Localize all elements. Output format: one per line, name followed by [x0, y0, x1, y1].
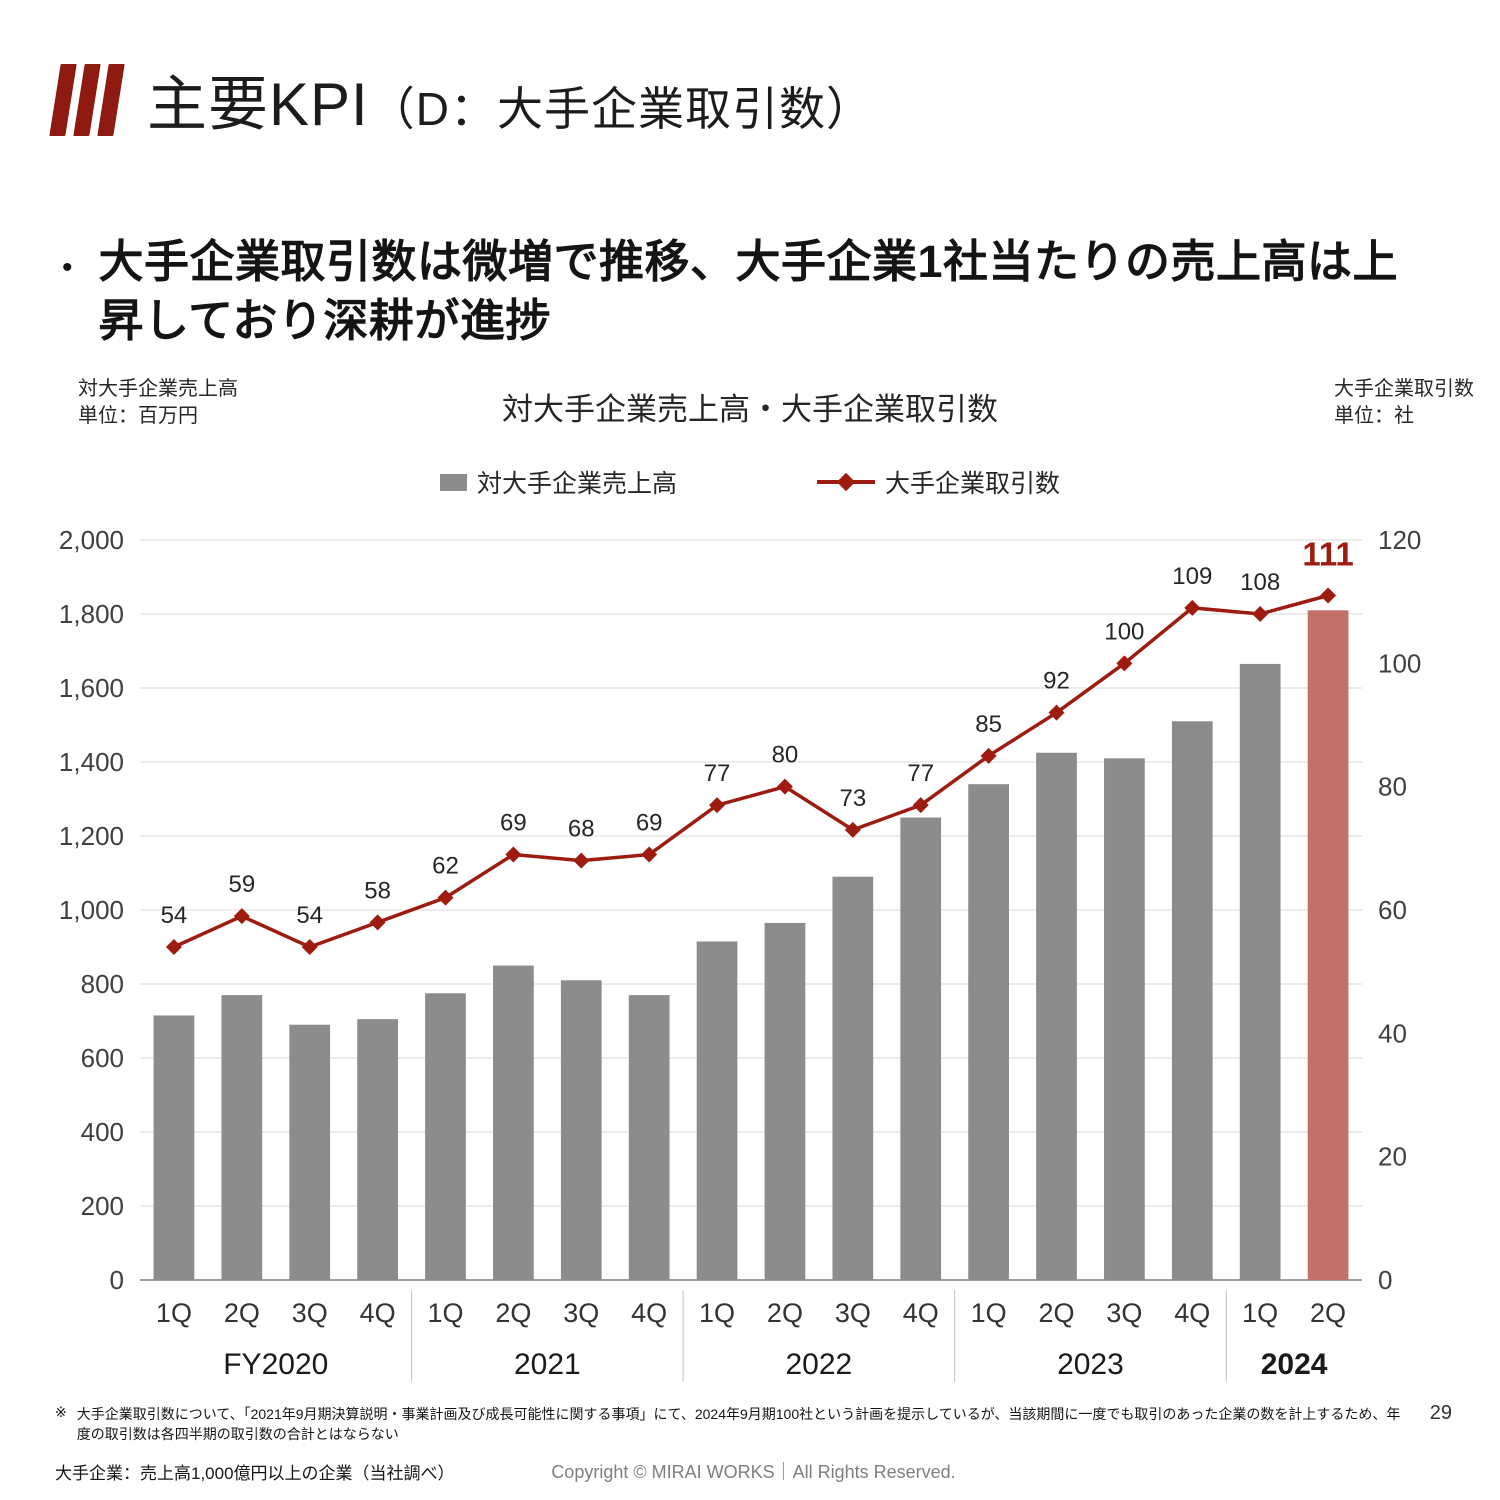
right-axis-unit: 単位：社 — [1334, 405, 1414, 427]
svg-text:80: 80 — [772, 742, 799, 769]
svg-text:2Q: 2Q — [1038, 1298, 1074, 1328]
summary-bullet: • 大手企業取引数は微増で推移、大手企業1社当たりの売上高は上昇しており深耕が進… — [0, 143, 1500, 350]
line-diamond-icon — [817, 472, 875, 492]
svg-text:54: 54 — [296, 902, 323, 929]
svg-text:60: 60 — [1378, 895, 1407, 925]
legend-item-revenue: 対大手企業売上高 — [439, 464, 677, 500]
svg-text:2023: 2023 — [1057, 1348, 1124, 1381]
svg-text:0: 0 — [110, 1265, 124, 1295]
footnote-2: 大手企業：売上高1,000億円以上の企業（当社調べ） — [55, 1464, 455, 1483]
left-axis-unit: 単位：百万円 — [78, 405, 198, 427]
svg-text:40: 40 — [1378, 1018, 1407, 1048]
footnote-1: ※ 大手企業取引数について、「2021年9月期決算説明・事業計画及び成長可能性に… — [55, 1404, 1452, 1444]
footer-row: 大手企業：売上高1,000億円以上の企業（当社調べ） Copyright © M… — [55, 1458, 1452, 1484]
svg-text:3Q: 3Q — [835, 1298, 871, 1328]
svg-text:2021: 2021 — [514, 1348, 581, 1381]
svg-text:2024: 2024 — [1261, 1348, 1328, 1381]
svg-text:120: 120 — [1378, 525, 1421, 555]
svg-text:68: 68 — [568, 816, 595, 843]
svg-text:80: 80 — [1378, 772, 1407, 802]
svg-text:73: 73 — [839, 785, 866, 812]
logo-bar-icon — [49, 63, 77, 136]
svg-text:1,600: 1,600 — [59, 673, 124, 703]
page-title-sub: （D：大手企業取引数） — [368, 83, 873, 135]
right-axis-unit-label: 大手企業取引数 単位：社 — [1334, 376, 1486, 430]
svg-text:2Q: 2Q — [767, 1298, 803, 1328]
svg-text:4Q: 4Q — [1174, 1298, 1210, 1328]
summary-text: 大手企業取引数は微増で推移、大手企業1社当たりの売上高は上昇しており深耕が進捗 — [98, 236, 1399, 346]
svg-text:600: 600 — [81, 1043, 124, 1073]
svg-text:1Q: 1Q — [699, 1298, 735, 1328]
svg-text:59: 59 — [228, 871, 255, 898]
svg-text:2,000: 2,000 — [59, 525, 124, 555]
svg-text:58: 58 — [364, 877, 391, 904]
svg-text:2Q: 2Q — [1310, 1298, 1346, 1328]
svg-text:400: 400 — [81, 1117, 124, 1147]
svg-text:1Q: 1Q — [971, 1298, 1007, 1328]
legend-item-transactions: 大手企業取引数 — [817, 464, 1060, 500]
svg-text:92: 92 — [1043, 668, 1070, 695]
kpi-combo-chart: 02004006008001,0001,2001,4001,6001,8002,… — [59, 525, 1421, 1382]
bar-swatch-icon — [439, 473, 467, 491]
svg-text:100: 100 — [1378, 648, 1421, 678]
svg-text:62: 62 — [432, 853, 459, 880]
svg-text:800: 800 — [81, 969, 124, 999]
svg-text:0: 0 — [1378, 1265, 1392, 1295]
logo-bar-icon — [97, 63, 125, 136]
chart-legend: 対大手企業売上高 大手企業取引数 — [0, 464, 1500, 500]
logo-bar-icon — [73, 63, 101, 136]
svg-text:2Q: 2Q — [495, 1298, 531, 1328]
svg-text:1,000: 1,000 — [59, 895, 124, 925]
svg-text:4Q: 4Q — [631, 1298, 667, 1328]
svg-text:20: 20 — [1378, 1142, 1407, 1172]
footnote-marker: ※ — [55, 1404, 67, 1420]
svg-text:1,400: 1,400 — [59, 747, 124, 777]
svg-text:1,200: 1,200 — [59, 821, 124, 851]
bullet-icon: • — [62, 251, 73, 284]
legend-label-transactions: 大手企業取引数 — [885, 470, 1061, 498]
slide-footer: ※ 大手企業取引数について、「2021年9月期決算説明・事業計画及び成長可能性に… — [55, 1402, 1452, 1484]
footnote-1-text: 大手企業取引数について、「2021年9月期決算説明・事業計画及び成長可能性に関す… — [76, 1406, 1401, 1442]
legend-label-revenue: 対大手企業売上高 — [476, 470, 677, 498]
page-number: 29 — [1429, 1402, 1452, 1424]
chart-meta: 対大手企業売上高 単位：百万円 対大手企業売上高・大手企業取引数 大手企業取引数… — [0, 376, 1500, 450]
svg-text:1,800: 1,800 — [59, 599, 124, 629]
svg-text:3Q: 3Q — [292, 1298, 328, 1328]
copyright: Copyright © MIRAI WORKS｜All Rights Reser… — [551, 1462, 956, 1482]
svg-text:100: 100 — [1104, 618, 1144, 645]
svg-text:77: 77 — [907, 760, 934, 787]
left-axis-name: 対大手企業売上高 — [78, 378, 238, 400]
slide-header: 主要KPI（D：大手企業取引数） — [0, 0, 1500, 143]
svg-text:1Q: 1Q — [1242, 1298, 1278, 1328]
svg-text:69: 69 — [500, 810, 527, 837]
svg-text:69: 69 — [636, 810, 663, 837]
svg-text:2022: 2022 — [786, 1348, 853, 1381]
svg-text:54: 54 — [161, 902, 188, 929]
svg-text:77: 77 — [704, 760, 731, 787]
page-title-main: 主要KPI — [147, 71, 369, 138]
svg-text:FY2020: FY2020 — [223, 1348, 328, 1381]
chart-title: 対大手企業売上高・大手企業取引数 — [502, 392, 998, 427]
svg-text:3Q: 3Q — [1106, 1298, 1142, 1328]
svg-text:200: 200 — [81, 1191, 124, 1221]
svg-text:109: 109 — [1172, 563, 1212, 590]
brand-logo — [49, 63, 125, 136]
svg-text:111: 111 — [1302, 536, 1353, 573]
page-title: 主要KPI（D：大手企業取引数） — [147, 56, 873, 143]
right-axis-name: 大手企業取引数 — [1334, 378, 1474, 400]
svg-text:1Q: 1Q — [156, 1298, 192, 1328]
svg-text:1Q: 1Q — [427, 1298, 463, 1328]
svg-text:108: 108 — [1240, 569, 1280, 596]
svg-text:85: 85 — [975, 711, 1002, 738]
svg-text:2Q: 2Q — [224, 1298, 260, 1328]
svg-text:4Q: 4Q — [903, 1298, 939, 1328]
svg-text:3Q: 3Q — [563, 1298, 599, 1328]
svg-text:4Q: 4Q — [360, 1298, 396, 1328]
left-axis-unit-label: 対大手企業売上高 単位：百万円 — [78, 376, 238, 430]
